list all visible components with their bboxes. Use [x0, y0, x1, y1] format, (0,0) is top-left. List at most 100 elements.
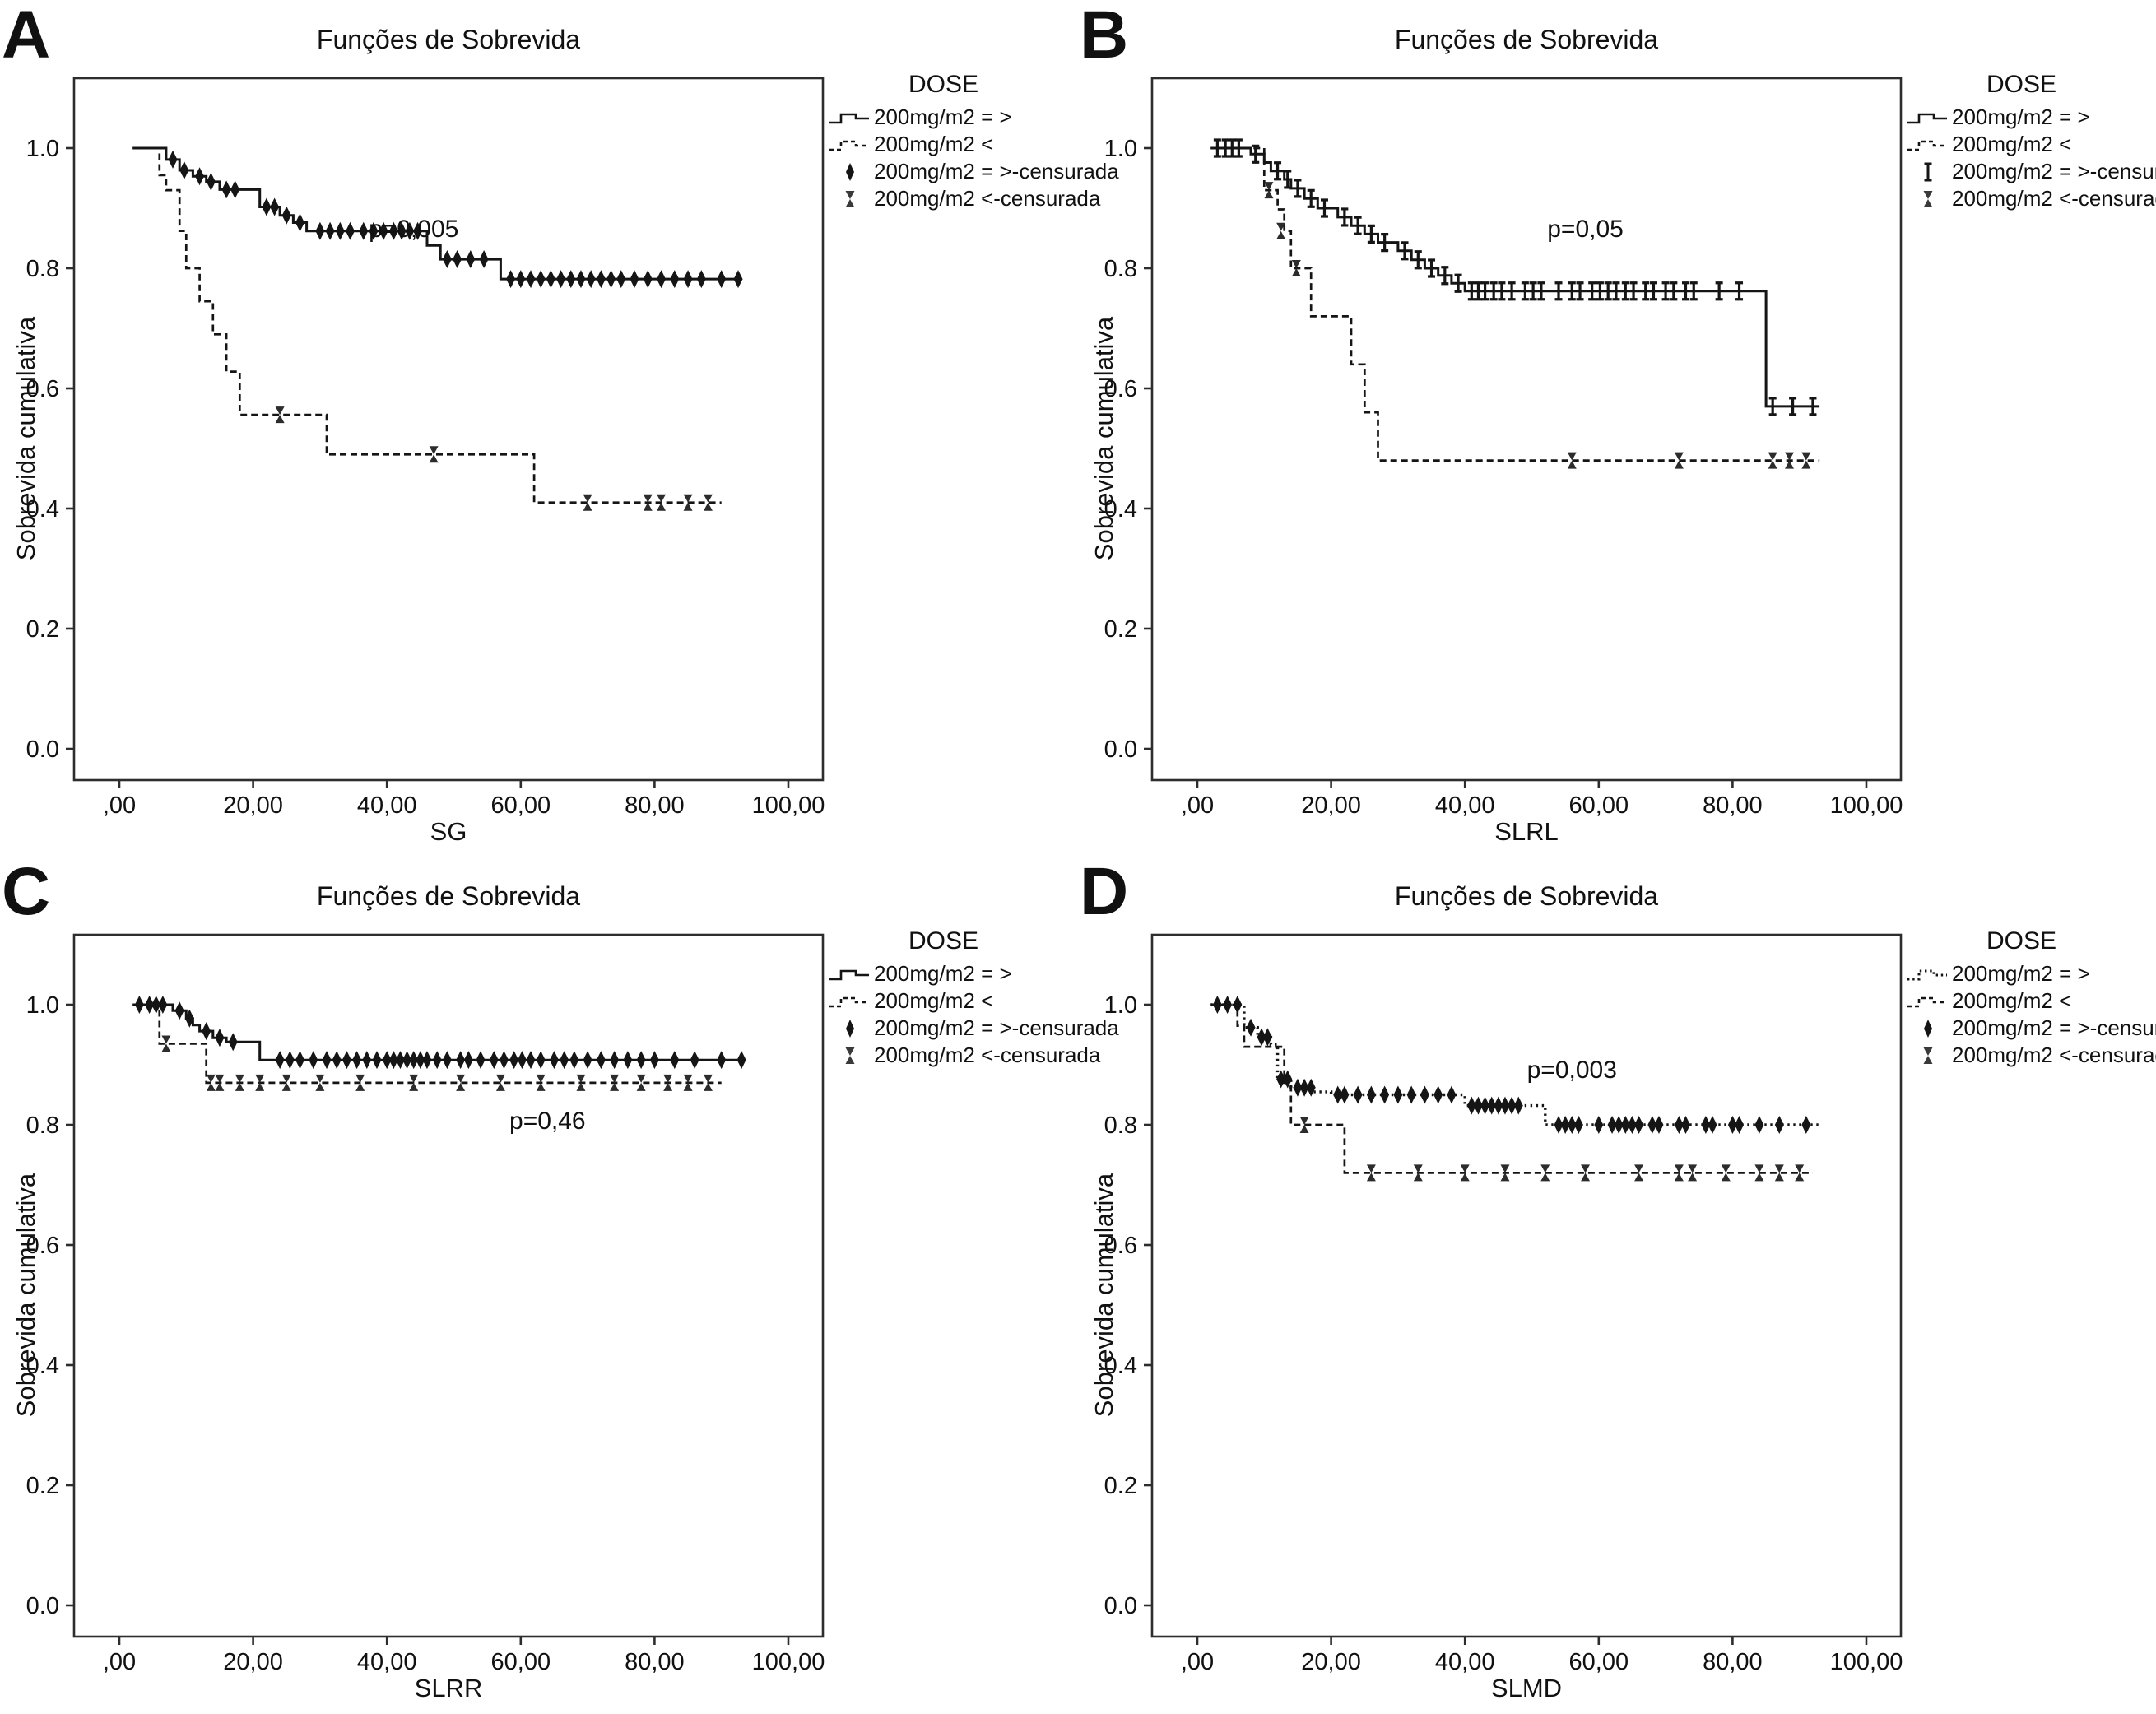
legend-label: 200mg/m2 = >-censurada [874, 1015, 1119, 1040]
svg-text:40,00: 40,00 [1435, 1649, 1495, 1675]
panel-letter-A: A [2, 0, 51, 72]
x-axis-label: SLRR [414, 1674, 483, 1702]
svg-text:0.6: 0.6 [26, 376, 59, 402]
legend-label: 200mg/m2 = >-censurada [874, 159, 1119, 183]
x-axis-label: SLMD [1490, 1674, 1563, 1702]
legend-item: 200mg/m2 <-censurada [828, 185, 1108, 212]
svg-text:20,00: 20,00 [223, 792, 283, 819]
solid-step-line-icon [1906, 106, 1950, 129]
svg-text:60,00: 60,00 [491, 1649, 551, 1675]
legend-item: 200mg/m2 = > [828, 104, 1108, 131]
survival-curve-lt [132, 146, 722, 504]
svg-text:0.6: 0.6 [1104, 376, 1137, 402]
panel-letter-D: D [1080, 854, 1129, 929]
dashed-step-line-icon [828, 133, 872, 156]
legend: DOSE 200mg/m2 = > 200mg/m2 < 200mg/m2 = … [828, 71, 1119, 212]
svg-text:0.8: 0.8 [1104, 256, 1137, 282]
svg-text:0.8: 0.8 [1104, 1112, 1137, 1139]
hourglass-censor-icon [828, 1044, 872, 1067]
ibeam-censor-icon [1906, 160, 1950, 183]
svg-text:80,00: 80,00 [1703, 1649, 1763, 1675]
svg-text:1.0: 1.0 [26, 136, 59, 162]
svg-text:100,00: 100,00 [1830, 792, 1903, 819]
svg-text:,00: ,00 [103, 1649, 136, 1675]
legend-label: 200mg/m2 = >-censurada [1952, 159, 2156, 183]
svg-text:0.6: 0.6 [26, 1233, 59, 1259]
dashed-step-line-icon [828, 990, 872, 1013]
svg-text:1.0: 1.0 [26, 992, 59, 1019]
plot-area [72, 77, 825, 782]
legend: DOSE 200mg/m2 = > 200mg/m2 < 200mg/m2 = … [1906, 71, 2156, 212]
km-chart-sg: ,00 20,00 40,00 60,00 80,00 100,000.00.20.40.… [26, 77, 825, 819]
km-chart-slrl: ,00 20,00 40,00 60,00 80,00 100,000.00.20.40.… [1104, 77, 1903, 819]
svg-text:0.2: 0.2 [26, 1473, 59, 1499]
censor-marks-lt [1299, 1117, 1805, 1182]
p-value-label: p=0,003 [1527, 1057, 1617, 1084]
panel-letter-C: C [2, 854, 51, 929]
legend-label: 200mg/m2 < [874, 132, 994, 156]
censor-marks-ge [1213, 138, 1817, 416]
diamond-censor-icon [828, 160, 872, 183]
p-value-label: p=0,05 [1547, 216, 1624, 243]
svg-text:0.2: 0.2 [26, 616, 59, 643]
p-value-label: p=0,005 [369, 216, 458, 243]
legend-label: 200mg/m2 = > [874, 961, 1012, 986]
plot-area [1150, 933, 1903, 1638]
legend-item: 200mg/m2 < [828, 987, 1108, 1015]
survival-curve-ge [1210, 1003, 1820, 1126]
svg-text:0.0: 0.0 [26, 736, 59, 763]
hourglass-censor-icon [1906, 1044, 1950, 1067]
legend: DOSE 200mg/m2 = > 200mg/m2 < 200mg/m2 = … [828, 927, 1119, 1069]
km-chart-slrr: ,00 20,00 40,00 60,00 80,00 100,000.00.20.40.… [26, 933, 825, 1675]
censor-marks-lt [161, 1035, 713, 1091]
legend-title: DOSE [908, 71, 979, 98]
km-chart-slmd: ,00 20,00 40,00 60,00 80,00 100,000.00.20.40.… [1104, 933, 1903, 1675]
svg-text:80,00: 80,00 [1703, 792, 1763, 819]
solid-step-line-icon [828, 106, 872, 129]
y-axis: 0.0 0.2 0.4 0.6 0.8 1.0 [26, 136, 74, 763]
svg-text:0.0: 0.0 [1104, 1593, 1137, 1619]
svg-text:0.8: 0.8 [26, 256, 59, 282]
x-axis: ,00 20,00 40,00 60,00 80,00 100,00 [103, 1637, 825, 1675]
legend-label: 200mg/m2 = > [874, 105, 1012, 129]
legend-item: 200mg/m2 < [1906, 987, 2156, 1015]
censor-marks-lt [1264, 182, 1811, 469]
chart-title: Funções de Sobrevida [1394, 25, 1659, 54]
svg-text:40,00: 40,00 [1435, 792, 1495, 819]
legend-label: 200mg/m2 < [1952, 132, 2072, 156]
svg-text:60,00: 60,00 [1569, 1649, 1629, 1675]
svg-text:0.2: 0.2 [1104, 616, 1137, 643]
legend-label: 200mg/m2 <-censurada [874, 1043, 1101, 1067]
svg-text:100,00: 100,00 [1830, 1649, 1903, 1675]
legend-item: 200mg/m2 = > [828, 960, 1108, 987]
svg-text:100,00: 100,00 [752, 1649, 825, 1675]
legend-title: DOSE [908, 927, 979, 955]
legend-label: 200mg/m2 = > [1952, 105, 2090, 129]
legend-label: 200mg/m2 < [1952, 988, 2072, 1013]
y-axis: 0.0 0.2 0.4 0.6 0.8 1.0 [1104, 992, 1152, 1619]
censor-marks-ge [168, 150, 743, 289]
hourglass-censor-icon [828, 188, 872, 211]
svg-text:0.2: 0.2 [1104, 1473, 1137, 1499]
legend-item: 200mg/m2 <-censurada [1906, 1042, 2156, 1069]
panel-A: A Funções de Sobrevida Sobrevida cumulat… [0, 0, 1119, 857]
legend-item: 200mg/m2 < [1906, 131, 2156, 158]
svg-text:20,00: 20,00 [1301, 1649, 1361, 1675]
svg-text:0.6: 0.6 [1104, 1233, 1137, 1259]
legend-title: DOSE [1986, 927, 2057, 955]
chart-title: Funções de Sobrevida [1394, 881, 1659, 911]
panel-letter-B: B [1080, 0, 1129, 72]
svg-text:0.0: 0.0 [26, 1593, 59, 1619]
diamond-censor-icon [1906, 1017, 1950, 1040]
svg-text:0.8: 0.8 [26, 1112, 59, 1139]
x-axis: ,00 20,00 40,00 60,00 80,00 100,00 [1181, 1637, 1903, 1675]
dashed-step-line-icon [1906, 990, 1950, 1013]
plot-area [72, 933, 825, 1638]
dotted-step-line-icon [1906, 963, 1950, 986]
p-value-label: p=0,46 [509, 1108, 586, 1135]
censor-marks-ge [134, 996, 746, 1070]
panel-C: C Funções de Sobrevida Sobrevida cumulat… [0, 854, 1119, 1714]
svg-text:40,00: 40,00 [357, 1649, 417, 1675]
panel-D: D Funções de Sobrevida Sobrevida cumulat… [1078, 854, 2156, 1714]
legend-item: 200mg/m2 = >-censurada [1906, 158, 2156, 185]
